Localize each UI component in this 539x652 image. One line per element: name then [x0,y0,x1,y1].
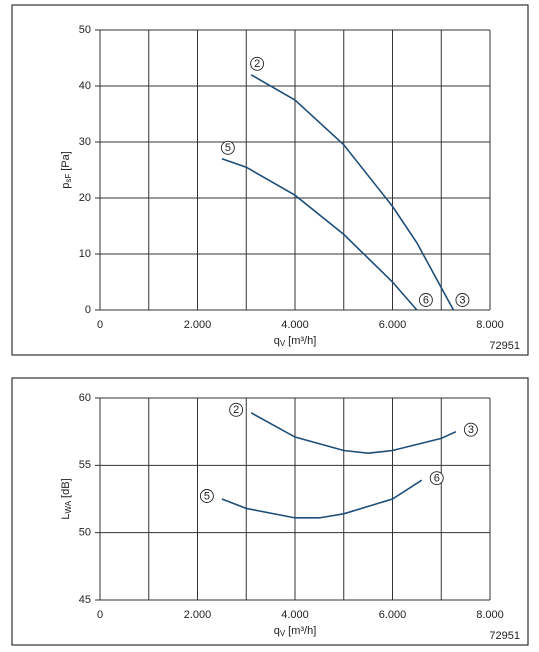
y-tick-label: 45 [79,594,91,606]
label-subscript: sF [64,174,73,183]
curve-label: 5 [204,490,210,502]
curve-label: 2 [254,58,260,70]
chart-frame [11,4,529,356]
label-circle [199,489,214,503]
curve-label: 6 [423,294,429,306]
chart: 0 2.000 4.000 6.000 8.000 0 10 20 30 40 50 qV [m³/h]… [11,4,529,356]
data-line [250,74,455,311]
data-line [250,412,457,455]
data-line [221,158,418,311]
label-symbol: p [60,183,72,189]
label-unit: [Pa] [60,151,72,171]
x-tick-label: 4.000 [281,609,309,621]
y-tick-label: 10 [79,248,91,260]
x-tick-label: 0 [97,319,103,331]
label-subscript: V [280,629,286,638]
label-circle [220,140,235,155]
label-subscript: V [280,339,286,348]
y-tick-label: 20 [79,192,91,204]
x-axis-label: qV [m³/h] [274,625,317,638]
x-tick-label: 4.000 [281,319,309,331]
x-tick-label: 0 [97,609,103,621]
label-subscript: WA [64,500,73,513]
label-unit: [m³/h] [288,625,316,637]
y-tick-label: 50 [79,24,91,36]
label-circle [429,471,444,486]
y-tick-label: 50 [79,527,91,539]
y-tick-label: 55 [79,459,91,471]
x-axis-label: qV [m³/h] [274,335,317,348]
curve-label: 2 [233,404,239,416]
x-tick-label: 8.000 [476,609,504,621]
curve-label: 3 [468,424,474,436]
y-axis-label: LWA [dB] [60,478,73,519]
y-tick-label: 60 [79,392,91,404]
y-axis-label: psF [Pa] [60,151,73,189]
label-circle [250,56,265,71]
figure-code: 72951 [489,630,520,642]
curve-label: 3 [459,294,465,306]
label-circle [229,402,244,417]
x-tick-label: 6.000 [379,609,407,621]
label-circle [418,293,433,307]
label-symbol: L [60,514,72,520]
figure-code: 72951 [489,340,520,352]
chart: 0 2.000 4.000 6.000 8.000 45 50 55 60 qV [m³/h] LWA… [11,377,529,646]
data-line [221,479,423,519]
x-tick-label: 6.000 [379,319,407,331]
chart-frame [11,377,529,646]
label-symbol: q [274,625,280,637]
y-tick-label: 0 [85,304,91,316]
label-circle [463,422,478,437]
curve-label: 5 [225,142,231,154]
curve-label: 6 [434,473,440,485]
y-tick-label: 30 [79,136,91,148]
x-tick-label: 2.000 [184,609,212,621]
x-tick-label: 2.000 [184,319,212,331]
label-unit: [m³/h] [288,335,316,347]
label-symbol: q [274,335,280,347]
y-tick-label: 40 [79,80,91,92]
label-unit: [dB] [60,478,72,498]
label-circle [455,293,470,307]
x-tick-label: 8.000 [476,319,504,331]
